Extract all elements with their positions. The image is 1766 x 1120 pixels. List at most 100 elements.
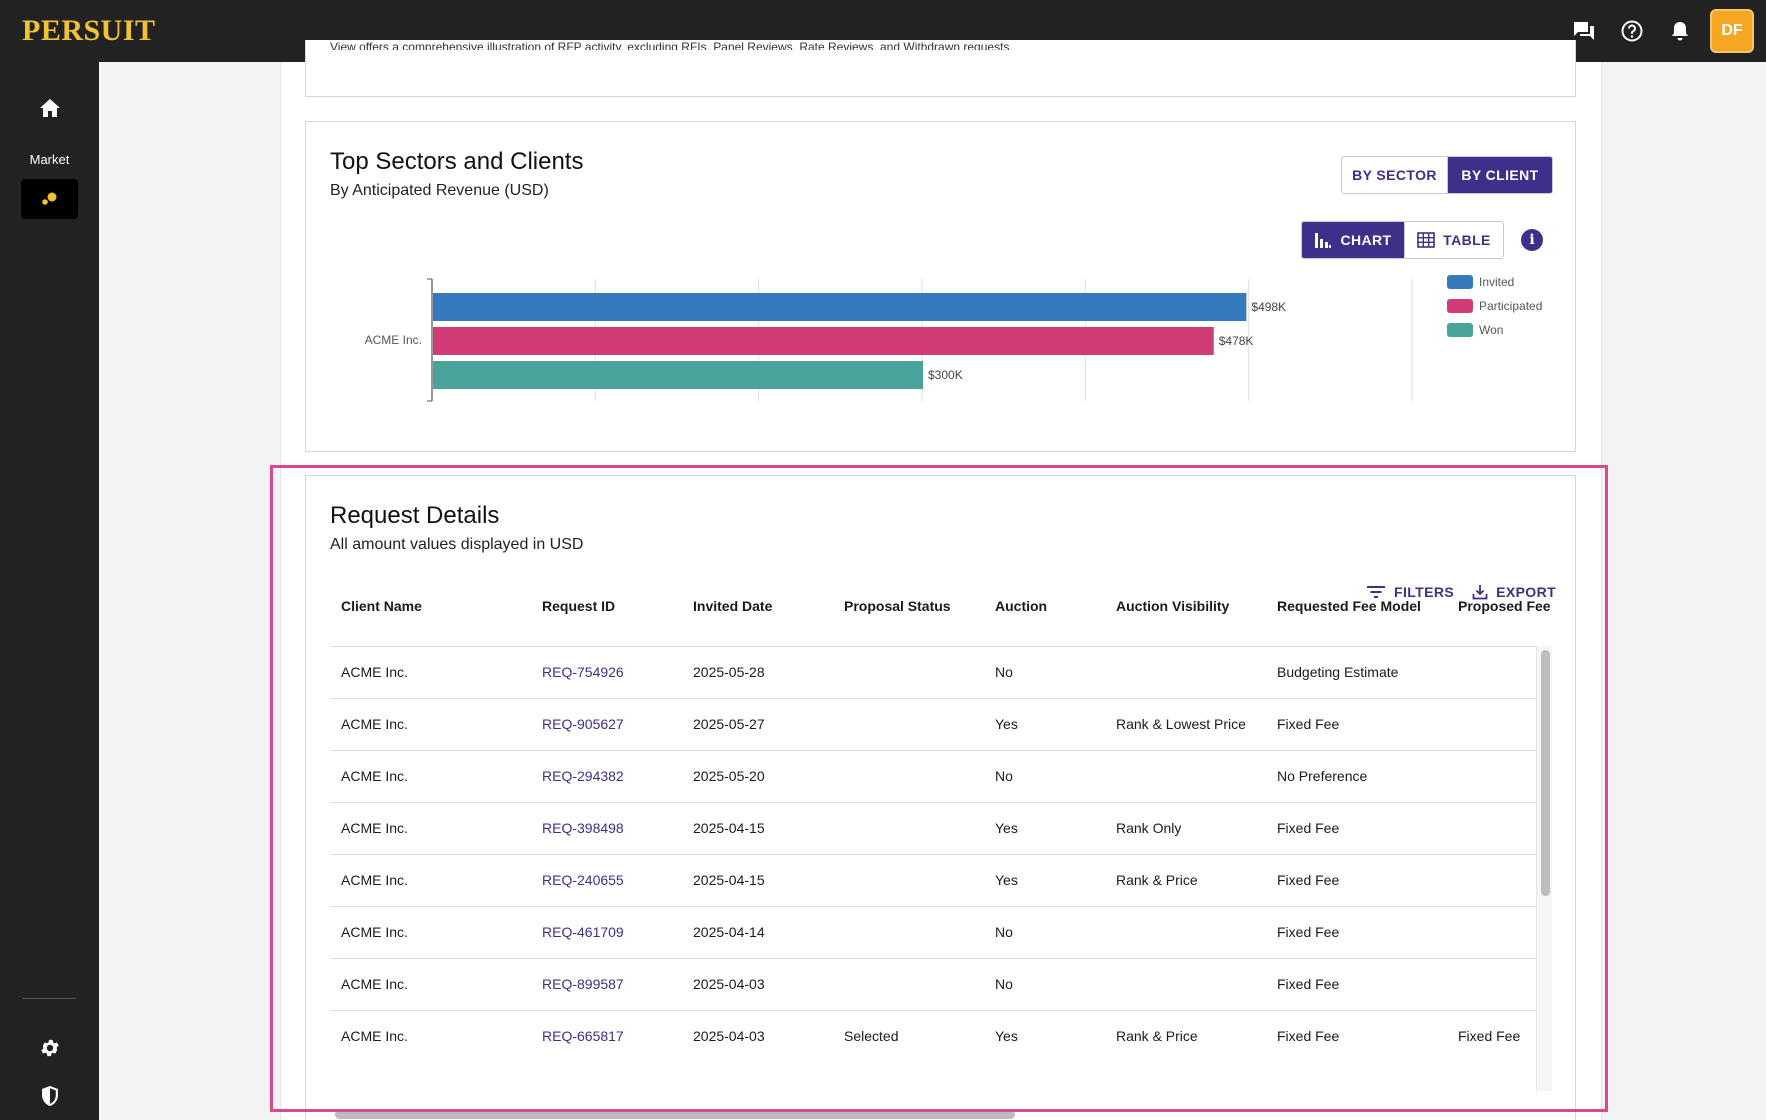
request-id-link[interactable]: REQ-665817 [542, 1028, 624, 1044]
column-header-proposal-status[interactable]: Proposal Status [844, 598, 951, 614]
download-icon [1472, 585, 1488, 600]
cell-auction: No [995, 768, 1013, 784]
chart-view-button[interactable]: CHART [1302, 222, 1404, 258]
table-vertical-scrollbar[interactable] [1536, 646, 1552, 1091]
chat-icon[interactable] [1560, 7, 1608, 55]
table-row[interactable]: ACME Inc. REQ-461709 2025-04-14 No Fixed Fee [330, 906, 1536, 958]
table-row[interactable]: ACME Inc. REQ-899587 2025-04-03 No Fixed Fee [330, 958, 1536, 1010]
request-id-link[interactable]: REQ-754926 [542, 664, 624, 680]
bar-participated [433, 327, 1214, 355]
cell-invited-date: 2025-05-28 [693, 664, 765, 680]
top-sectors-card: Top Sectors and Clients By Anticipated R… [305, 121, 1576, 452]
column-header-client-name[interactable]: Client Name [341, 598, 422, 614]
cell-requested-fee-model: Fixed Fee [1277, 1028, 1340, 1044]
cell-client-name: ACME Inc. [341, 716, 408, 732]
column-header-requested-fee-model[interactable]: Requested Fee Model [1277, 598, 1421, 614]
overview-description: View offers a comprehensive illustration… [330, 40, 1013, 50]
bar-invited [433, 293, 1247, 321]
table-row[interactable]: ACME Inc. REQ-240655 2025-04-15 Yes Rank & P… [330, 854, 1536, 906]
admin-shield-icon[interactable] [0, 1078, 99, 1114]
request-details-title: Request Details [330, 502, 500, 529]
cell-requested-fee-model: Fixed Fee [1277, 976, 1340, 992]
table-row[interactable]: ACME Inc. REQ-294382 2025-05-20 No No Prefer… [330, 750, 1536, 802]
cell-auction: Yes [995, 1028, 1018, 1044]
column-header-invited-date[interactable]: Invited Date [693, 598, 773, 614]
bar-chart-icon [1314, 231, 1332, 249]
cell-auction: No [995, 664, 1013, 680]
cell-auction: No [995, 976, 1013, 992]
cell-proposed-fee: Fixed Fee [1458, 1028, 1521, 1044]
overview-card: View offers a comprehensive illustration… [305, 40, 1576, 97]
request-id-link[interactable]: REQ-905627 [542, 716, 624, 732]
cell-invited-date: 2025-05-27 [693, 716, 765, 732]
legend-swatch-invited [1447, 275, 1473, 289]
info-icon[interactable]: i [1521, 229, 1543, 251]
column-header-proposed-fee[interactable]: Proposed Fee [1458, 598, 1551, 614]
by-sector-button[interactable]: BY SECTOR [1342, 157, 1447, 193]
table-row[interactable]: ACME Inc. REQ-398498 2025-04-15 Yes Rank Onl… [330, 802, 1536, 854]
chart-legend: Invited Participated Won [1447, 270, 1542, 342]
cell-invited-date: 2025-05-20 [693, 768, 765, 784]
revenue-bar-chart: ACME Inc. $498K $478K $300K [365, 278, 1413, 402]
home-icon[interactable] [0, 90, 99, 126]
market-icon [41, 192, 56, 205]
sectors-subtitle: By Anticipated Revenue (USD) [330, 182, 549, 199]
legend-label-invited: Invited [1479, 275, 1515, 289]
export-button[interactable]: EXPORT [1472, 584, 1556, 600]
sectors-title: Top Sectors and Clients [330, 148, 584, 175]
cell-auction: Yes [995, 716, 1018, 732]
request-id-link[interactable]: REQ-240655 [542, 872, 624, 888]
cell-invited-date: 2025-04-14 [693, 924, 765, 940]
cell-client-name: ACME Inc. [341, 820, 408, 836]
legend-swatch-won [1447, 323, 1473, 337]
persuit-logo[interactable]: PERSUIT [22, 14, 156, 47]
sidebar-item-market[interactable] [21, 179, 78, 219]
settings-gear-icon[interactable] [0, 1030, 99, 1066]
header-icons: DF [1560, 7, 1754, 55]
table-row[interactable]: ACME Inc. REQ-665817 2025-04-03 Selected Yes… [330, 1010, 1536, 1062]
sidebar-market-label: Market [29, 152, 70, 167]
request-id-link[interactable]: REQ-398498 [542, 820, 624, 836]
legend-label-participated: Participated [1479, 299, 1543, 313]
cell-auction-visibility: Rank & Price [1116, 872, 1198, 888]
cell-auction: Yes [995, 820, 1018, 836]
filters-button[interactable]: FILTERS [1366, 584, 1454, 600]
by-client-button[interactable]: BY CLIENT [1447, 157, 1552, 193]
table-view-label: TABLE [1443, 232, 1491, 248]
table-view-button[interactable]: TABLE [1403, 222, 1503, 258]
request-id-link[interactable]: REQ-461709 [542, 924, 624, 940]
column-header-auction[interactable]: Auction [995, 598, 1048, 614]
sector-client-toggle: BY SECTOR BY CLIENT [1341, 156, 1553, 194]
cell-auction-visibility: Rank & Lowest Price [1116, 716, 1246, 732]
filter-icon [1367, 586, 1385, 598]
sidebar: Market [0, 62, 99, 1120]
legend-item-invited: Invited [1447, 270, 1542, 294]
table-tools: FILTERS EXPORT [1366, 584, 1556, 600]
user-avatar[interactable]: DF [1710, 9, 1754, 53]
bar-value-label-invited: $498K [1251, 300, 1286, 314]
bar-value-label-participated: $478K [1219, 334, 1254, 348]
category-label: ACME Inc. [365, 333, 422, 347]
cell-auction: No [995, 924, 1013, 940]
export-label: EXPORT [1496, 584, 1557, 600]
cell-invited-date: 2025-04-03 [693, 976, 765, 992]
table-row[interactable]: ACME Inc. REQ-905627 2025-05-27 Yes Rank & L… [330, 698, 1536, 750]
table-vertical-scroll-thumb[interactable] [1541, 650, 1550, 896]
column-header-auction-visibility[interactable]: Auction Visibility [1116, 598, 1230, 614]
request-details-table: Client Name Request ID Invited Date Prop… [330, 576, 1557, 1120]
request-details-card: Request Details All amount values displa… [305, 475, 1576, 1120]
help-icon[interactable] [1608, 7, 1656, 55]
request-id-link[interactable]: REQ-899587 [542, 976, 624, 992]
cell-requested-fee-model: Fixed Fee [1277, 716, 1340, 732]
cell-client-name: ACME Inc. [341, 924, 408, 940]
cell-requested-fee-model: No Preference [1277, 768, 1368, 784]
bar-won [433, 361, 923, 389]
column-header-request-id[interactable]: Request ID [542, 598, 616, 614]
chart-table-toggle: CHART TABLE [1301, 221, 1504, 259]
bell-icon[interactable] [1656, 7, 1704, 55]
table-horizontal-scroll-thumb[interactable] [335, 1110, 1015, 1119]
request-id-link[interactable]: REQ-294382 [542, 768, 624, 784]
legend-label-won: Won [1479, 323, 1504, 337]
table-row[interactable]: ACME Inc. REQ-754926 2025-05-28 No Budgeting… [330, 646, 1536, 698]
cell-invited-date: 2025-04-15 [693, 820, 765, 836]
